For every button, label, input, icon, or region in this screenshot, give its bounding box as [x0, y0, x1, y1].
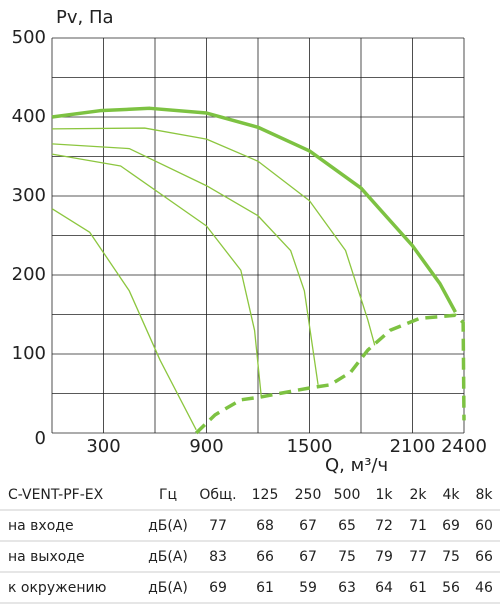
table-cell: 71 — [409, 518, 427, 534]
x-tick-label: 300 — [86, 436, 120, 457]
table-cell: на выходе — [8, 549, 85, 565]
y-axis-label: Pv, Па — [56, 7, 114, 28]
table-cell: 56 — [442, 580, 460, 596]
x-tick-label: 2100 — [390, 436, 436, 457]
table-cell: 65 — [338, 518, 356, 534]
table-cell: дБ(А) — [148, 518, 188, 534]
curve — [194, 313, 466, 435]
x-tick-label: 2400 — [441, 436, 487, 457]
table-cell: 79 — [375, 549, 393, 565]
table-header-cell: 125 — [252, 487, 279, 503]
table-header-cell: C-VENT-PF-EX — [8, 487, 104, 503]
table-header-cell: 250 — [295, 487, 322, 503]
curve — [51, 153, 263, 399]
table-cell: 66 — [475, 549, 493, 565]
curve — [51, 143, 319, 385]
table-cell: дБ(А) — [148, 580, 188, 596]
curve — [51, 106, 457, 313]
table-header-cell: 4k — [442, 487, 460, 503]
table-cell: 64 — [375, 580, 393, 596]
table-cell: 61 — [256, 580, 274, 596]
y-tick-label: 200 — [12, 264, 46, 285]
table-cell: на входе — [8, 518, 74, 534]
table-cell: 66 — [256, 549, 274, 565]
table-header-cell: 8k — [475, 487, 493, 503]
y-tick-label: 100 — [12, 343, 46, 364]
table-cell: 69 — [442, 518, 460, 534]
table-cell: 75 — [338, 549, 356, 565]
table-header-cell: 2k — [409, 487, 427, 503]
table-header-cell: Общ. — [199, 487, 236, 503]
table-cell: 77 — [409, 549, 427, 565]
table-cell: 83 — [209, 549, 227, 565]
table-cell: 60 — [475, 518, 493, 534]
table-header-cell: Гц — [159, 487, 177, 503]
table-cell: 63 — [338, 580, 356, 596]
table-cell: 46 — [475, 580, 493, 596]
curve — [51, 127, 376, 346]
table-cell: 69 — [209, 580, 227, 596]
table-cell: к окружению — [8, 580, 107, 596]
table-cell: 75 — [442, 549, 460, 565]
y-tick-label: 400 — [12, 106, 46, 127]
table-cell: 72 — [375, 518, 393, 534]
x-tick-label: 1500 — [287, 436, 333, 457]
table-cell: дБ(А) — [148, 549, 188, 565]
table-cell: 67 — [299, 549, 317, 565]
table-cell: 59 — [299, 580, 317, 596]
curve — [51, 208, 197, 431]
table-cell: 61 — [409, 580, 427, 596]
x-axis-label: Q, м³/ч — [325, 455, 388, 476]
y-tick-label: 0 — [35, 428, 46, 449]
table-cell: 77 — [209, 518, 227, 534]
table-cell: 68 — [256, 518, 274, 534]
table-header-cell: 500 — [334, 487, 361, 503]
y-tick-label: 500 — [12, 27, 46, 48]
table-header-cell: 1k — [375, 487, 393, 503]
table-cell: 67 — [299, 518, 317, 534]
y-tick-label: 300 — [12, 185, 46, 206]
x-tick-label: 900 — [189, 436, 223, 457]
